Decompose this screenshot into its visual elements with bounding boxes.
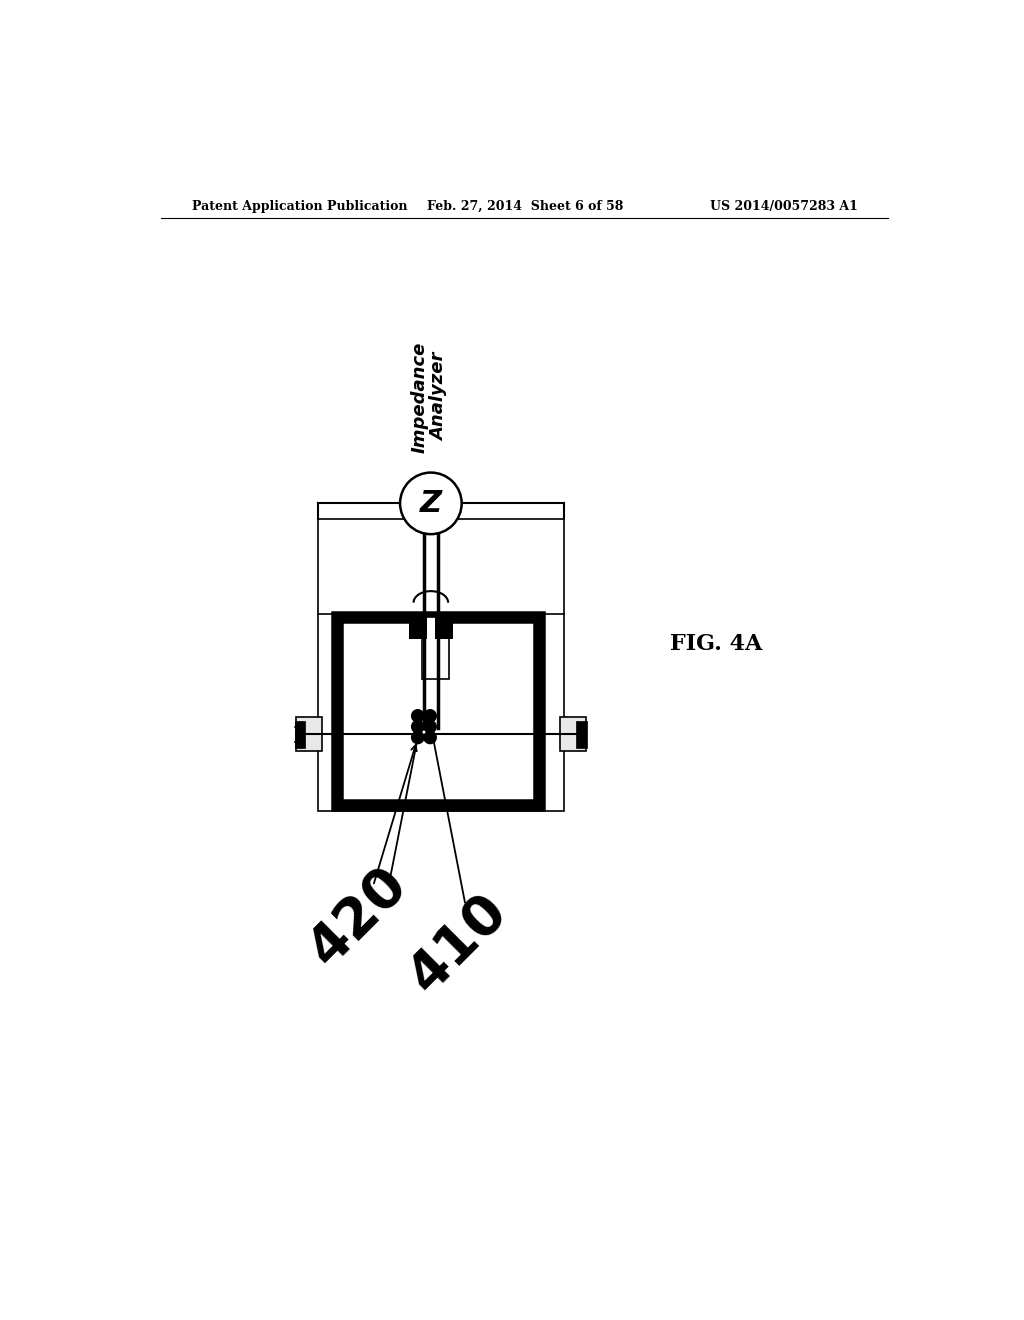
Text: Patent Application Publication: Patent Application Publication (193, 199, 408, 213)
Circle shape (424, 731, 436, 743)
Circle shape (400, 473, 462, 535)
Circle shape (412, 710, 424, 722)
Circle shape (424, 710, 436, 722)
Text: Z: Z (420, 488, 442, 517)
Text: Analyzer: Analyzer (430, 352, 449, 441)
Circle shape (412, 721, 424, 733)
Circle shape (412, 731, 424, 743)
Bar (560, 718, 586, 751)
Bar (409, 618, 427, 639)
Bar (317, 519, 564, 812)
Bar (577, 721, 587, 748)
Text: US 2014/0057283 A1: US 2014/0057283 A1 (710, 199, 857, 213)
Bar (296, 718, 322, 751)
Bar (435, 618, 454, 639)
Text: FIG. 4A: FIG. 4A (670, 632, 762, 655)
Bar (337, 618, 539, 805)
Circle shape (424, 721, 436, 733)
Text: 410: 410 (398, 884, 518, 1003)
Bar (295, 721, 305, 748)
Bar (422, 618, 450, 678)
Text: 420: 420 (298, 857, 418, 977)
Text: Feb. 27, 2014  Sheet 6 of 58: Feb. 27, 2014 Sheet 6 of 58 (427, 199, 623, 213)
Text: Impedance: Impedance (411, 342, 428, 453)
